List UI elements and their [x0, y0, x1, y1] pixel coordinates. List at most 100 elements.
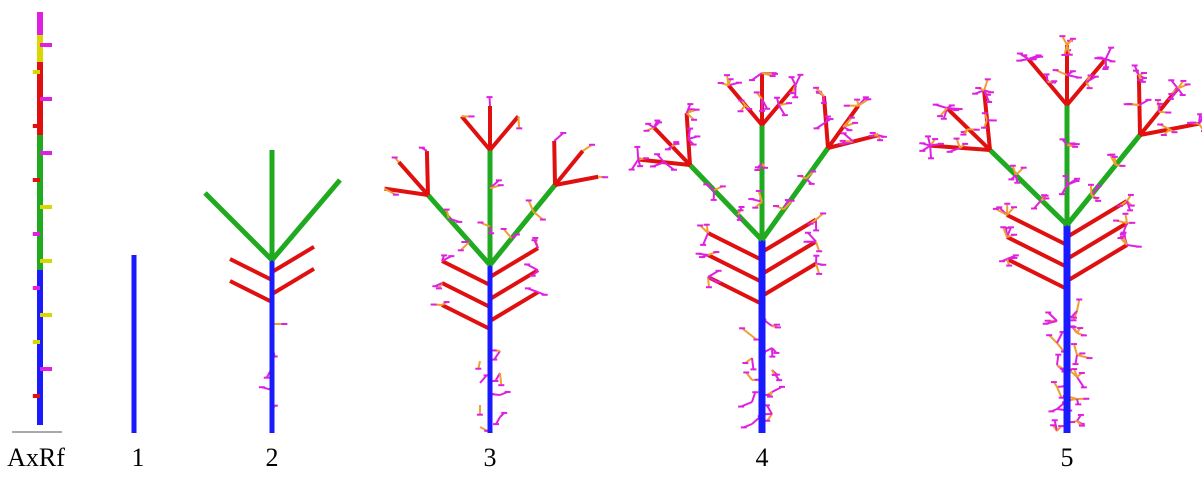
twig [983, 79, 989, 91]
twig [745, 371, 753, 381]
twig [687, 128, 692, 140]
main-branch [203, 191, 274, 262]
stage-label: 5 [1061, 443, 1074, 472]
main-branch [270, 178, 342, 262]
twig [1011, 165, 1017, 176]
twig [533, 239, 539, 249]
branch [229, 279, 273, 304]
stage-label: 3 [484, 443, 497, 472]
twig [856, 99, 860, 106]
branch [270, 245, 316, 274]
branch [229, 257, 273, 282]
twig [663, 161, 675, 171]
twig [383, 187, 397, 196]
main-branch [759, 146, 831, 242]
twig [1157, 103, 1161, 112]
twig [794, 74, 802, 86]
twig [1002, 226, 1008, 238]
twig [1126, 200, 1132, 211]
twig [929, 145, 933, 159]
twig [751, 391, 757, 403]
branch [1065, 199, 1129, 239]
twig [783, 200, 793, 210]
twig [477, 360, 481, 369]
branch [1006, 257, 1068, 291]
branch [488, 115, 520, 152]
twig [460, 240, 471, 252]
twig [983, 112, 989, 121]
branch [760, 217, 818, 254]
twig [927, 136, 932, 146]
twig [1073, 368, 1078, 378]
branch [760, 261, 818, 298]
twig [1045, 74, 1049, 83]
branch [441, 303, 491, 331]
branch [707, 231, 763, 262]
twig [1133, 65, 1140, 76]
branch [397, 160, 430, 197]
twig [754, 200, 763, 209]
twig [1063, 44, 1068, 56]
twig [1119, 237, 1128, 246]
twig [842, 132, 854, 143]
main-branch [988, 148, 1069, 227]
twig [702, 232, 709, 246]
twig [1006, 206, 1015, 216]
branch [827, 133, 879, 150]
twig [653, 120, 659, 128]
branch [488, 290, 540, 323]
branch [1006, 213, 1068, 247]
twig [445, 209, 450, 219]
twig [532, 210, 544, 221]
twig [553, 132, 564, 142]
main-branch [688, 163, 764, 242]
twig [805, 170, 814, 180]
twig [1066, 38, 1074, 46]
twig [815, 241, 821, 252]
twig [527, 200, 535, 213]
twig [637, 159, 642, 167]
twig [499, 372, 503, 386]
main-branch [426, 193, 492, 267]
twig [1076, 376, 1085, 388]
twig [1053, 420, 1058, 432]
twig [1014, 174, 1019, 183]
twig [1124, 213, 1128, 224]
twig [1006, 258, 1011, 266]
twig [1113, 156, 1117, 166]
twig [489, 226, 493, 234]
twig [479, 374, 488, 384]
stage-label: 4 [756, 443, 769, 472]
twig [983, 89, 991, 103]
twig [495, 416, 501, 425]
twig [1104, 47, 1112, 60]
branch [553, 149, 585, 187]
twig [493, 350, 501, 361]
twig [739, 104, 747, 112]
twig [1061, 184, 1068, 195]
twig [857, 98, 869, 107]
twig [582, 143, 593, 152]
stage-label: 1 [132, 443, 145, 472]
twig [775, 97, 780, 106]
twig [807, 232, 817, 243]
twig [1066, 177, 1078, 186]
twig [1198, 123, 1202, 131]
twig [1014, 166, 1025, 176]
twig [1170, 79, 1179, 90]
twig [1056, 386, 1063, 399]
twig [751, 72, 763, 81]
twig [815, 263, 821, 275]
twig [766, 404, 773, 415]
twig [1085, 81, 1091, 89]
twig [726, 75, 730, 86]
twig [1070, 310, 1078, 318]
plants [12, 12, 1202, 433]
twig [685, 103, 692, 114]
twig [955, 138, 962, 149]
twig [656, 153, 665, 163]
twig [815, 212, 824, 221]
twig [685, 112, 695, 121]
twig [755, 91, 763, 100]
